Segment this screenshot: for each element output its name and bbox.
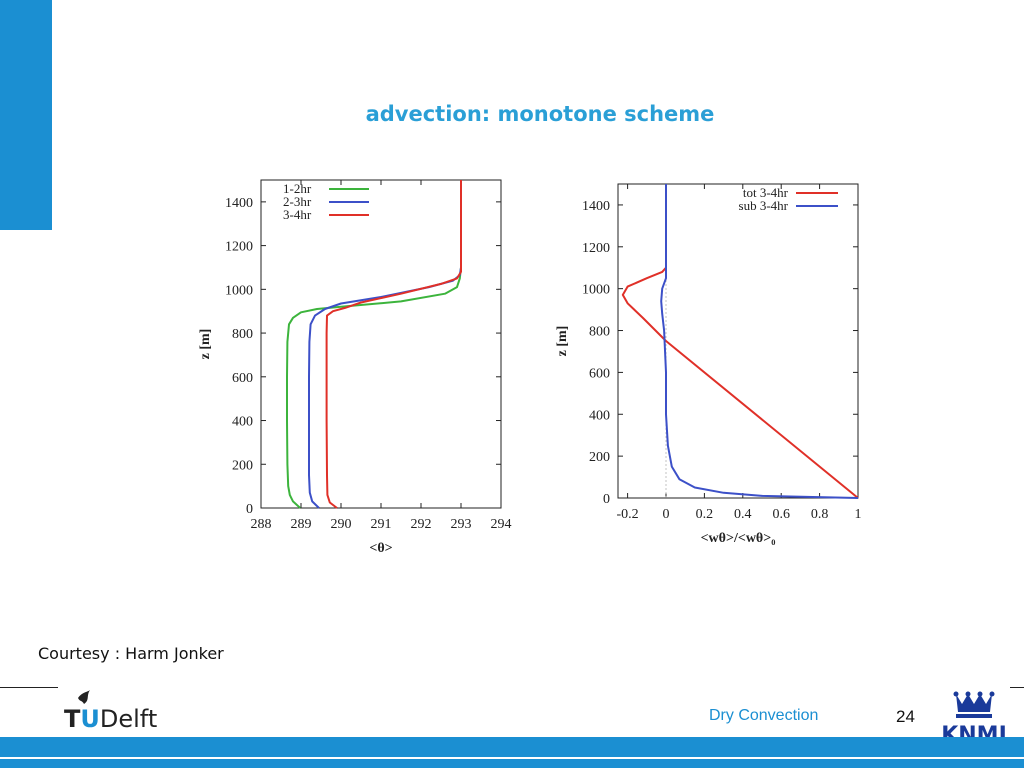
y-tick-label: 800 xyxy=(232,327,253,342)
footer-rule-right xyxy=(1010,687,1024,688)
footer-band xyxy=(0,737,1024,768)
x-tick-label: 0 xyxy=(663,507,670,522)
series-line-sub-3-4hr xyxy=(660,184,859,499)
x-tick-label: 0.6 xyxy=(772,507,790,522)
x-tick-label: 0.8 xyxy=(811,507,829,522)
x-axis-label: <wθ>/<wθ>₀ xyxy=(701,531,776,546)
x-axis-label: <θ> xyxy=(369,541,392,556)
legend-label: 2-3hr xyxy=(283,194,312,209)
y-axis-label: z [m] xyxy=(198,329,213,360)
y-tick-label: 1000 xyxy=(582,283,610,298)
legend-label: 1-2hr xyxy=(283,181,312,196)
tudelft-logo: TUDelft xyxy=(64,705,158,733)
footer-band-stripe xyxy=(0,757,1024,759)
y-tick-label: 1400 xyxy=(582,199,610,214)
y-tick-label: 400 xyxy=(232,415,253,430)
x-tick-label: 288 xyxy=(251,517,272,532)
x-tick-label: 294 xyxy=(491,517,512,532)
courtesy-note: Courtesy : Harm Jonker xyxy=(38,644,224,663)
plot-frame xyxy=(617,183,859,499)
page-number: 24 xyxy=(896,707,915,726)
x-tick-label: -0.2 xyxy=(617,507,639,522)
corner-accent-bar xyxy=(0,0,52,230)
x-tick-label: 290 xyxy=(331,517,352,532)
y-tick-label: 600 xyxy=(232,371,253,386)
y-tick-label: 400 xyxy=(589,408,610,423)
y-tick-label: 600 xyxy=(589,366,610,381)
legend-label: tot 3-4hr xyxy=(743,185,789,200)
x-tick-label: 293 xyxy=(451,517,472,532)
slide-title: advection: monotone scheme xyxy=(365,102,715,126)
y-tick-label: 800 xyxy=(589,325,610,340)
series-line-3-4hr xyxy=(325,180,462,509)
tudelft-flame-icon xyxy=(78,690,90,704)
y-tick-label: 1200 xyxy=(582,241,610,256)
y-tick-label: 1000 xyxy=(225,283,253,298)
y-tick-label: 0 xyxy=(246,502,253,517)
x-tick-label: 1 xyxy=(855,507,862,522)
y-tick-label: 1200 xyxy=(225,240,253,255)
x-tick-label: 292 xyxy=(411,517,432,532)
x-tick-label: 0.4 xyxy=(734,507,752,522)
series-line-1-2hr xyxy=(286,180,462,509)
footer-title: Dry Convection xyxy=(709,707,819,724)
footer-rule-left xyxy=(0,687,58,688)
series-line-tot-3-4hr xyxy=(621,184,859,499)
y-tick-label: 1400 xyxy=(225,196,253,211)
x-tick-label: 291 xyxy=(371,517,392,532)
legend-label: 3-4hr xyxy=(283,207,312,222)
legend-label: sub 3-4hr xyxy=(739,198,789,213)
y-tick-label: 200 xyxy=(589,450,610,465)
y-tick-label: 0 xyxy=(603,492,610,507)
x-tick-label: 289 xyxy=(291,517,312,532)
x-tick-label: 0.2 xyxy=(696,507,714,522)
y-axis-label: z [m] xyxy=(555,326,570,357)
y-tick-label: 200 xyxy=(232,458,253,473)
